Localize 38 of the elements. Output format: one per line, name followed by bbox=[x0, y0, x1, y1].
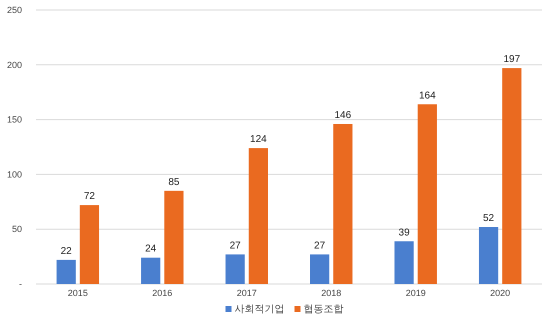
data-label: 124 bbox=[250, 134, 268, 146]
y-tick-label: 200 bbox=[6, 60, 22, 70]
data-label: 197 bbox=[503, 54, 521, 66]
data-label: 27 bbox=[314, 240, 326, 252]
bar bbox=[80, 205, 100, 284]
bar bbox=[141, 258, 160, 284]
y-tick-label: 100 bbox=[6, 169, 22, 180]
x-tick-label: 2015 bbox=[68, 288, 88, 298]
x-tick-label: 2017 bbox=[236, 288, 257, 298]
bar bbox=[226, 254, 245, 284]
data-label: 52 bbox=[483, 213, 495, 224]
data-label: 146 bbox=[334, 110, 352, 121]
y-tick-label: - bbox=[19, 279, 22, 289]
bar bbox=[164, 190, 184, 284]
data-label: 85 bbox=[168, 176, 180, 188]
y-tick-label: 250 bbox=[6, 5, 22, 15]
bar bbox=[310, 254, 330, 284]
data-label: 164 bbox=[418, 90, 436, 102]
legend-label: 사회적기업 bbox=[234, 304, 284, 315]
data-label: 39 bbox=[398, 227, 410, 238]
data-label: 24 bbox=[145, 244, 157, 255]
data-label: 27 bbox=[230, 240, 242, 252]
data-label: 72 bbox=[84, 191, 96, 202]
x-tick-label: 2018 bbox=[321, 288, 342, 298]
bar bbox=[333, 124, 352, 284]
legend-label: 협동조합 bbox=[304, 304, 344, 315]
bar bbox=[56, 260, 76, 284]
x-tick-label: 2020 bbox=[490, 288, 510, 298]
bar bbox=[248, 148, 268, 284]
bar bbox=[394, 241, 414, 284]
bar bbox=[418, 104, 437, 284]
bar bbox=[478, 227, 498, 284]
bar bbox=[502, 68, 522, 284]
x-tick-label: 2016 bbox=[152, 288, 172, 298]
y-tick-label: 150 bbox=[6, 114, 22, 125]
x-tick-label: 2019 bbox=[406, 288, 426, 298]
data-label: 22 bbox=[60, 246, 72, 257]
y-tick-label: 50 bbox=[12, 224, 22, 234]
